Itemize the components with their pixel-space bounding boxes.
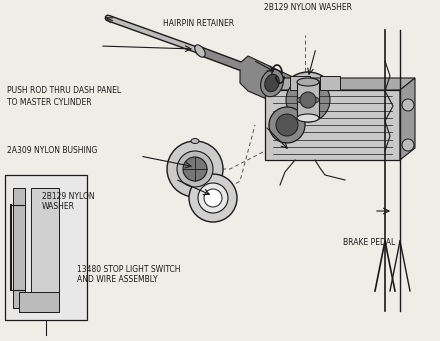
Circle shape [198, 183, 228, 213]
Text: AND WIRE ASSEMBLY: AND WIRE ASSEMBLY [77, 275, 158, 284]
Circle shape [276, 114, 298, 136]
Ellipse shape [297, 96, 319, 104]
Text: WASHER: WASHER [42, 202, 75, 211]
Circle shape [269, 107, 305, 143]
Bar [31, 188, 59, 308]
Text: PUSH ROD THRU DASH PANEL: PUSH ROD THRU DASH PANEL [7, 86, 121, 95]
Circle shape [183, 157, 207, 181]
Circle shape [167, 141, 223, 197]
Bar [297, 82, 319, 118]
Ellipse shape [297, 78, 319, 86]
Bar [320, 76, 340, 90]
Circle shape [189, 174, 237, 222]
Circle shape [402, 99, 414, 111]
Circle shape [280, 72, 336, 128]
Circle shape [204, 189, 222, 207]
Text: TO MASTER CYLINDER: TO MASTER CYLINDER [7, 98, 91, 107]
Circle shape [286, 78, 330, 122]
Ellipse shape [191, 138, 199, 144]
Polygon shape [400, 78, 415, 160]
Circle shape [300, 92, 316, 108]
Bar [265, 90, 400, 160]
Text: BRAKE PEDAL: BRAKE PEDAL [343, 238, 396, 247]
Ellipse shape [265, 74, 279, 92]
Text: 2B129 NYLON: 2B129 NYLON [42, 192, 95, 201]
Polygon shape [265, 78, 415, 90]
Text: 2B129 NYLON WASHER: 2B129 NYLON WASHER [264, 3, 352, 12]
Text: 2A309 NYLON BUSHING: 2A309 NYLON BUSHING [7, 146, 97, 154]
Circle shape [177, 151, 213, 187]
Ellipse shape [195, 45, 205, 57]
Circle shape [402, 139, 414, 151]
Text: HAIRPIN RETAINER: HAIRPIN RETAINER [163, 19, 234, 28]
Ellipse shape [297, 114, 319, 122]
Polygon shape [240, 56, 308, 109]
Bar [290, 76, 310, 90]
Ellipse shape [260, 69, 283, 97]
Text: 13480 STOP LIGHT SWITCH: 13480 STOP LIGHT SWITCH [77, 265, 180, 274]
Bar [5, 175, 87, 320]
Bar [191, 187, 199, 197]
Bar [13, 188, 25, 308]
Bar [19, 292, 59, 312]
